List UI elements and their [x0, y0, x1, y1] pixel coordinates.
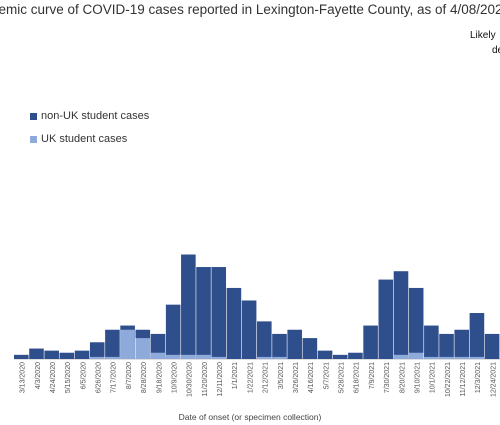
x-tick-label: 5/28/2021: [339, 362, 346, 393]
bar-non-uk: [14, 354, 29, 359]
bar-non-uk: [287, 329, 302, 359]
x-tick-label: 8/28/2020: [141, 362, 148, 393]
x-tick-label: 4/3/2020: [35, 362, 42, 389]
bar-non-uk: [59, 352, 75, 359]
legend-swatch-uk: [30, 135, 37, 143]
x-tick-label: 3/13/2020: [20, 362, 27, 393]
legend-label-uk: UK student cases: [41, 133, 128, 145]
bar-uk: [439, 356, 454, 359]
bar-non-uk: [469, 313, 485, 359]
x-tick-label: 3/26/2021: [293, 362, 300, 393]
bar-non-uk: [165, 304, 181, 359]
bar-non-uk: [196, 267, 211, 359]
x-axis-title: Date of onset (or specimen collection): [178, 412, 322, 422]
bar-non-uk: [484, 333, 500, 359]
bar-non-uk: [378, 279, 394, 359]
x-tick-label: 1/22/2021: [247, 362, 254, 393]
x-tick-label: 5/7/2021: [323, 362, 330, 389]
bar-non-uk: [393, 271, 409, 359]
x-tick-label: 10/30/2020: [187, 362, 194, 397]
legend-item-non-uk: non-UK student cases: [30, 110, 149, 122]
x-tick-label: 9/18/2020: [156, 362, 163, 393]
x-tick-label: 3/5/2021: [278, 362, 285, 389]
bar-uk: [257, 356, 272, 359]
bar-uk: [393, 354, 409, 359]
bar-non-uk: [257, 321, 272, 359]
x-tick-label: 6/26/2020: [96, 362, 103, 393]
bar-non-uk: [454, 329, 470, 359]
x-tick-label: 10/9/2020: [171, 362, 178, 393]
x-tick-label: 7/9/2021: [369, 362, 376, 389]
bar-non-uk: [302, 338, 318, 359]
bar-non-uk: [408, 287, 424, 359]
x-tick-label: 1/1/2021: [232, 362, 239, 389]
x-tick-label: 11/20/2020: [202, 362, 209, 397]
x-tick-label: 10/22/2021: [445, 362, 452, 397]
bar-non-uk: [241, 300, 257, 359]
x-tick-label: 11/12/2021: [460, 362, 467, 397]
bar-uk: [120, 329, 135, 359]
bar-uk: [454, 356, 470, 359]
bar-uk: [408, 352, 424, 359]
bar-non-uk: [29, 348, 44, 359]
bar-non-uk: [348, 352, 363, 359]
bar-uk: [135, 338, 151, 359]
bar-non-uk: [332, 354, 348, 359]
x-tick-label: 4/16/2021: [308, 362, 315, 393]
bar-non-uk: [105, 329, 120, 359]
bar-uk: [424, 356, 439, 359]
bar-non-uk: [439, 333, 454, 359]
x-tick-label: 6/5/2020: [80, 362, 87, 389]
bar-non-uk: [74, 350, 90, 359]
side-note-line-2: de: [492, 45, 500, 56]
legend-swatch-non-uk: [30, 112, 37, 120]
x-tick-label: 5/15/2020: [65, 362, 72, 393]
x-tick-label: 9/10/2021: [414, 362, 421, 393]
x-tick-label: 2/12/2021: [263, 362, 270, 393]
x-tick-label: 4/24/2020: [50, 362, 57, 393]
bar-uk: [105, 356, 120, 359]
x-tick-label: 12/3/2021: [475, 362, 482, 393]
bar-uk: [165, 354, 181, 359]
bar-non-uk: [44, 350, 59, 359]
side-note-line-1: Likely: [470, 30, 496, 41]
bar-uk: [89, 356, 105, 359]
bar-non-uk: [181, 254, 196, 359]
x-tick-label: 7/17/2020: [111, 362, 118, 393]
bar-uk: [181, 354, 196, 359]
x-tick-label: 7/30/2021: [384, 362, 391, 393]
bar-non-uk: [226, 287, 242, 359]
bar-uk: [211, 356, 227, 359]
x-tick-label: 8/7/2020: [126, 362, 133, 389]
bar-non-uk: [363, 325, 378, 359]
chart-title: demic curve of COVID-19 cases reported i…: [0, 2, 500, 17]
bar-uk: [469, 356, 485, 359]
bar-non-uk: [211, 267, 227, 359]
legend-label-non-uk: non-UK student cases: [41, 110, 150, 122]
bar-uk: [196, 354, 211, 359]
x-tick-label: 6/18/2021: [354, 362, 361, 393]
bar-non-uk: [89, 342, 105, 359]
x-tick-label: 10/1/2021: [430, 362, 437, 393]
x-tick-label: 8/20/2021: [399, 362, 406, 393]
bar-uk: [272, 356, 287, 359]
x-tick-label: 12/11/2020: [217, 362, 224, 397]
x-tick-label: 12/24/2021: [490, 362, 497, 397]
legend-item-uk: UK student cases: [30, 133, 127, 145]
bar-non-uk: [272, 333, 287, 359]
bar-uk: [150, 352, 166, 359]
side-note: Likely de: [470, 28, 500, 58]
bar-non-uk: [317, 350, 333, 359]
bar-non-uk: [424, 325, 439, 359]
